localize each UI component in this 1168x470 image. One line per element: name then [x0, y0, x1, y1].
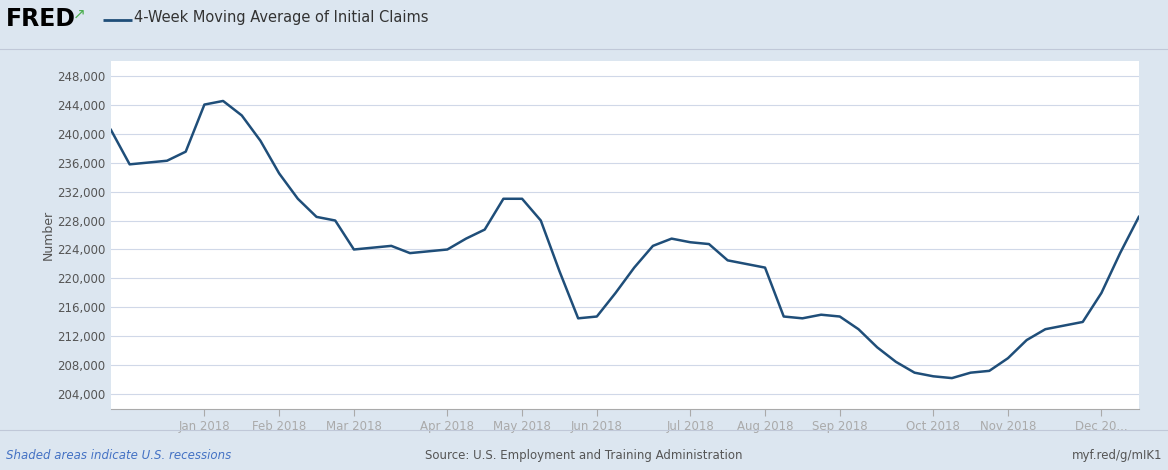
Text: Shaded areas indicate U.S. recessions: Shaded areas indicate U.S. recessions — [6, 448, 231, 462]
Text: FRED: FRED — [6, 7, 76, 31]
Text: myf.red/g/mIK1: myf.red/g/mIK1 — [1072, 448, 1162, 462]
Text: ↗: ↗ — [72, 7, 85, 22]
Y-axis label: Number: Number — [41, 210, 54, 260]
Text: Source: U.S. Employment and Training Administration: Source: U.S. Employment and Training Adm… — [425, 448, 743, 462]
Text: 4-Week Moving Average of Initial Claims: 4-Week Moving Average of Initial Claims — [134, 10, 429, 25]
